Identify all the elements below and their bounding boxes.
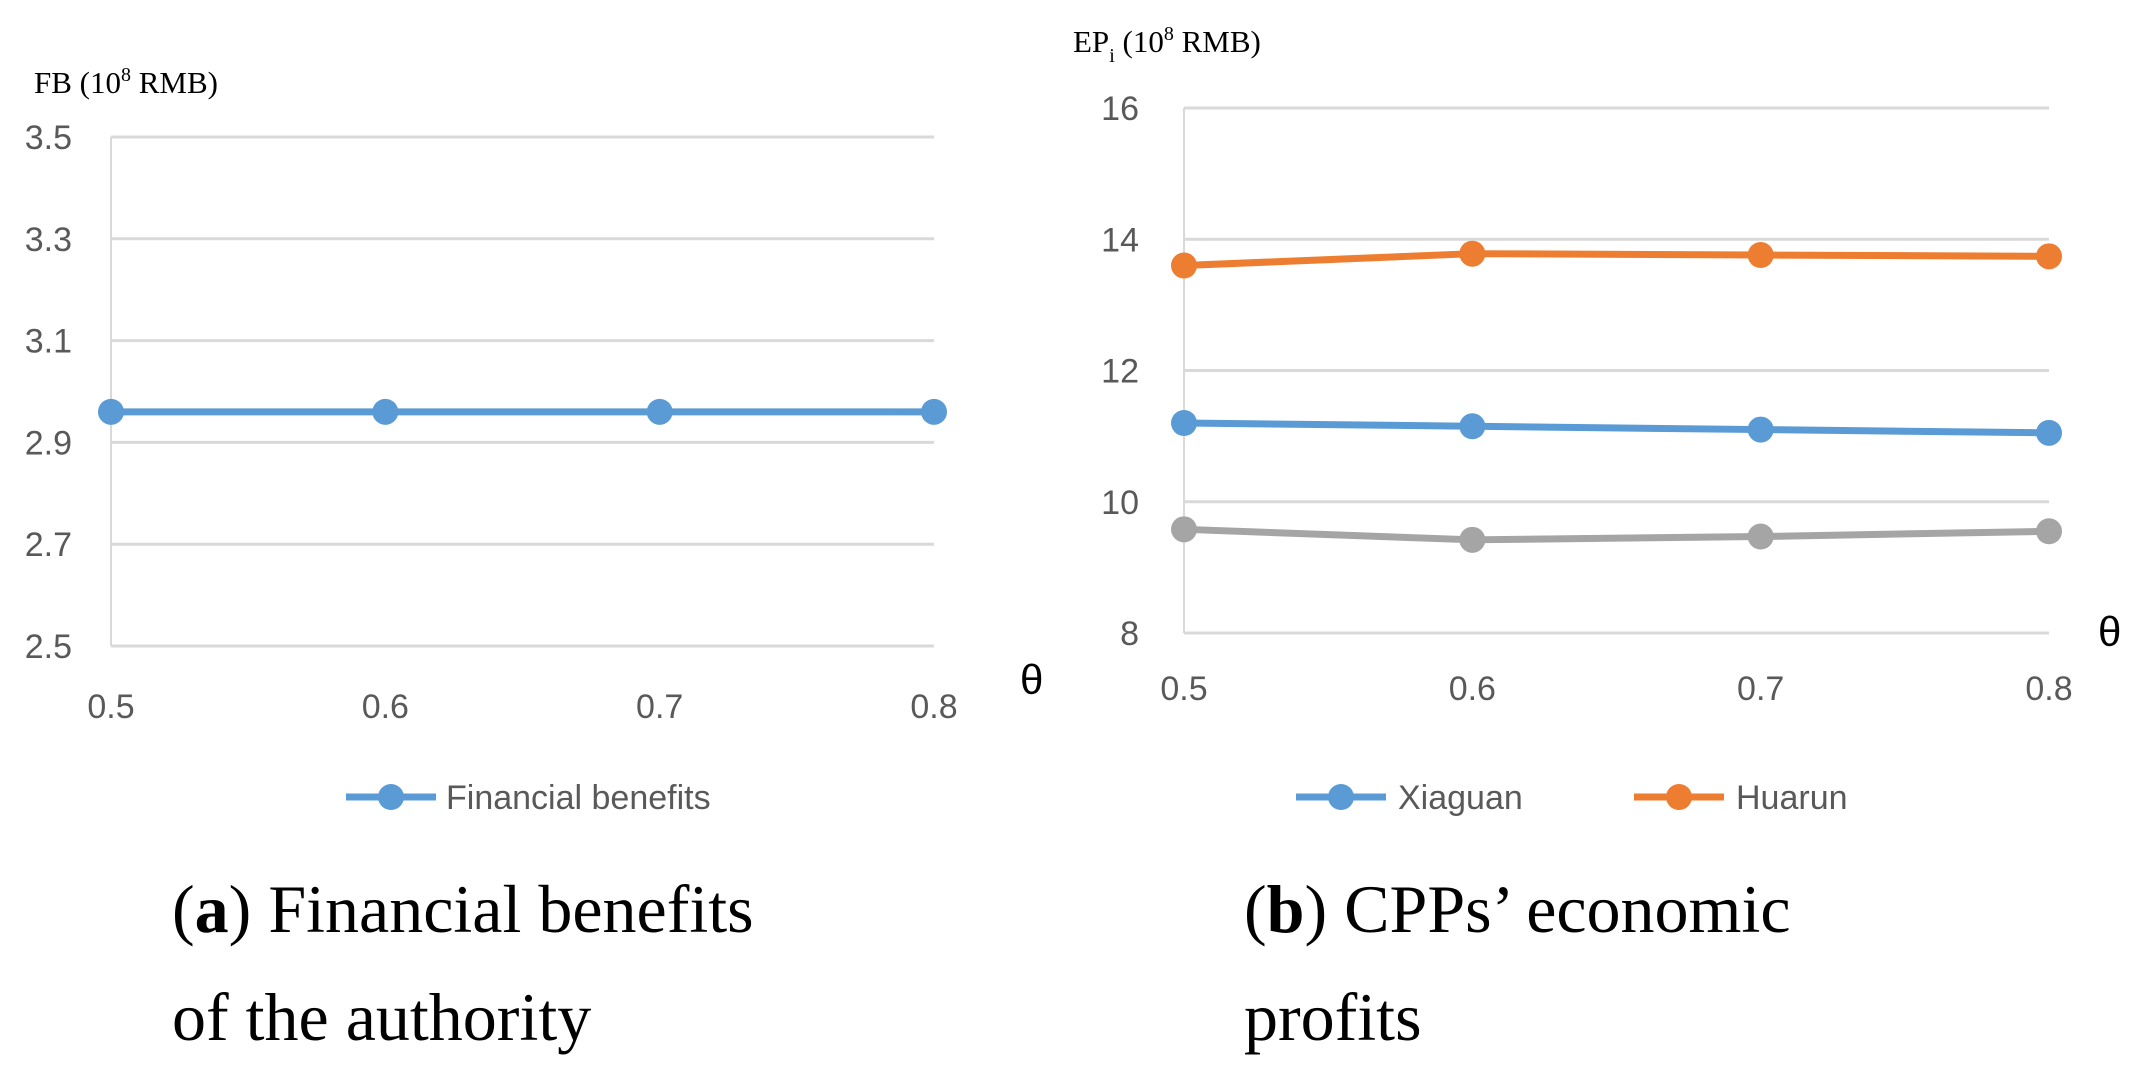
panel-a-x-tick-label: 0.8 (910, 688, 957, 726)
panel-a-y-tick-label: 2.7 (25, 526, 72, 564)
panel-b-y-unit-label: EPi (108 RMB) (1073, 23, 1261, 67)
panel-a-y-unit-label: FB (108 RMB) (34, 64, 218, 100)
panel-b-data-point (1459, 526, 1486, 553)
panel-a-legend-marker (378, 784, 404, 810)
panel-b-series (1171, 240, 2062, 553)
panel-a-y-tick-label: 3.1 (25, 323, 72, 361)
panel-a-gridlines (111, 135, 934, 648)
panel-b-y-tick-label: 10 (1101, 484, 1139, 522)
panel-b-legend-marker-xiaguan (1328, 784, 1354, 810)
panel-b-data-point (1747, 523, 1774, 550)
panel-b-data-point (1459, 240, 1486, 267)
panel-b: 8 10 12 14 16 0.5 0.6 0.7 0.8 EPi (108 RMB) θ X… (1073, 23, 2121, 1055)
panel-b-gridlines (1184, 106, 2049, 635)
panel-b-data-point (1459, 413, 1486, 440)
panel-b-series-line (1180, 250, 2053, 269)
panel-a-y-tick-label: 3.5 (25, 119, 72, 157)
panel-b-x-tick-label: 0.5 (1160, 670, 1207, 708)
panel-b-legend-label-xiaguan: Xiaguan (1398, 779, 1523, 817)
panel-a-y-tick-labels: 2.5 2.7 2.9 3.1 3.3 3.5 (25, 119, 72, 666)
panel-b-legend: Xiaguan Huarun (1296, 779, 1848, 817)
panel-b-data-point (2036, 243, 2062, 270)
panel-a-legend-label: Financial benefits (446, 779, 711, 817)
panel-a-x-tick-labels: 0.5 0.6 0.7 0.8 (87, 688, 957, 726)
panel-b-data-point (1171, 516, 1197, 543)
panel-a-data-point (921, 398, 947, 425)
panel-b-y-tick-label: 16 (1101, 90, 1139, 128)
panel-b-x-tick-label: 0.7 (1737, 670, 1784, 708)
panel-b-data-point (1171, 252, 1197, 279)
panel-b-caption-line1: (b) CPPs’ economic (1244, 871, 1791, 947)
panel-a-data-point (98, 398, 124, 425)
panel-a-y-tick-label: 3.3 (25, 221, 72, 259)
panel-a-series (98, 398, 947, 425)
panel-a-data-point (646, 398, 673, 425)
panel-b-caption-line2: profits (1244, 979, 1422, 1055)
panel-a-legend: Financial benefits (346, 779, 711, 817)
panel-a-x-axis-label: θ (1020, 656, 1043, 703)
panel-b-series-line (1180, 419, 2053, 437)
panel-a-caption-line1: (a) Financial benefits (172, 871, 754, 947)
panel-b-legend-marker-huarun (1666, 784, 1692, 810)
panel-a-x-tick-label: 0.7 (636, 688, 683, 726)
panel-b-data-point (1747, 416, 1774, 443)
panel-b-y-tick-label: 12 (1101, 353, 1139, 391)
panel-b-data-point (1171, 410, 1197, 436)
panel-b-y-tick-labels: 8 10 12 14 16 (1101, 90, 1139, 653)
panel-a: 2.5 2.7 2.9 3.1 3.3 3.5 0.5 0.6 0.7 0.8 FB (108 … (25, 64, 1044, 1055)
panel-b-y-tick-label: 14 (1101, 221, 1139, 259)
panel-b-x-tick-label: 0.6 (1449, 670, 1496, 708)
panel-a-y-tick-label: 2.9 (25, 424, 72, 462)
panel-b-x-axis-label: θ (2098, 608, 2121, 655)
panel-b-x-tick-labels: 0.5 0.6 0.7 0.8 (1160, 670, 2072, 708)
panel-a-caption-line2: of the authority (172, 979, 591, 1055)
panel-b-data-point (1747, 242, 1774, 268)
panel-b-series-line (1180, 525, 2053, 544)
panel-a-x-tick-label: 0.5 (87, 688, 134, 726)
panel-b-x-tick-label: 0.8 (2025, 670, 2072, 708)
panel-a-data-point (372, 398, 399, 425)
panel-b-y-tick-label: 8 (1120, 615, 1139, 653)
panel-b-legend-label-huarun: Huarun (1736, 779, 1848, 817)
panel-b-data-point (2036, 419, 2062, 446)
panel-a-x-tick-label: 0.6 (362, 688, 409, 726)
panel-b-data-point (2036, 518, 2062, 545)
panel-a-y-tick-label: 2.5 (25, 628, 72, 666)
